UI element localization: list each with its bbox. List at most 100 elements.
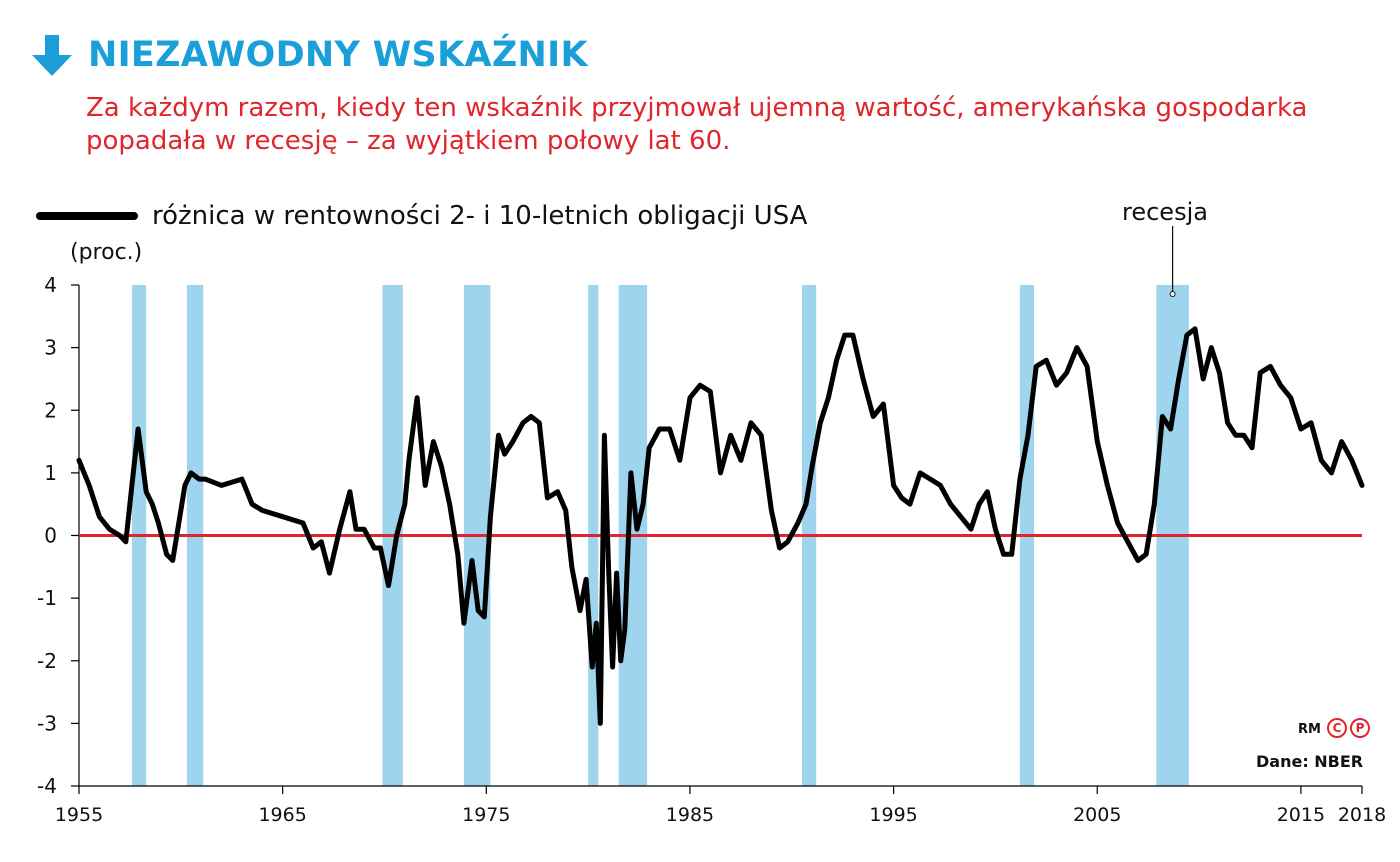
data-point xyxy=(1186,334,1188,336)
data-point xyxy=(1259,371,1261,374)
data-point xyxy=(177,522,180,524)
data-point xyxy=(171,559,174,562)
data-point xyxy=(1153,503,1156,505)
copyright-p-icon: P xyxy=(1350,718,1370,738)
data-point xyxy=(118,534,121,537)
x-tick-label-7: 2018 xyxy=(1338,804,1386,826)
data-point xyxy=(603,434,606,437)
data-point xyxy=(471,559,473,562)
data-point xyxy=(729,434,732,437)
data-point xyxy=(909,503,911,505)
data-point xyxy=(432,440,435,443)
data-point xyxy=(190,472,192,474)
data-point xyxy=(281,515,284,518)
annotations xyxy=(1169,226,1176,297)
data-point xyxy=(615,572,618,574)
data-point xyxy=(1137,559,1139,562)
data-point xyxy=(151,503,154,505)
data-point xyxy=(699,384,701,387)
data-point xyxy=(1019,478,1021,480)
title-row: NIEZAWODNY WSKAŹNIK xyxy=(28,30,588,80)
data-point xyxy=(778,547,781,549)
data-point xyxy=(456,553,459,556)
data-point xyxy=(404,503,406,505)
data-point xyxy=(591,666,593,668)
data-point xyxy=(338,528,341,531)
data-point xyxy=(108,528,111,531)
x-tick-label-3: 1985 xyxy=(666,804,714,826)
data-point xyxy=(546,497,549,499)
legend: różnica w rentowności 2- i 10-letnich ob… xyxy=(36,196,807,236)
data-point xyxy=(204,478,207,480)
data-point xyxy=(1116,522,1119,524)
data-point xyxy=(137,428,139,430)
data-point xyxy=(522,421,524,424)
data-point xyxy=(165,553,168,556)
data-point xyxy=(483,616,486,618)
data-point xyxy=(503,453,506,455)
data-point xyxy=(251,503,253,505)
data-point xyxy=(184,484,186,487)
data-point xyxy=(750,421,752,424)
data-point xyxy=(1234,434,1237,437)
y-tick-label-8: -4 xyxy=(37,774,57,798)
y-tick-label-3: 1 xyxy=(44,461,57,485)
data-point xyxy=(949,503,952,505)
data-point xyxy=(939,484,942,487)
data-point xyxy=(302,522,304,524)
data-point xyxy=(1096,440,1099,443)
data-point xyxy=(78,459,80,462)
y-tick-label-4: 0 xyxy=(44,524,57,548)
recession-annotation-label: recesja xyxy=(1122,198,1208,226)
data-point xyxy=(978,503,980,505)
data-point xyxy=(424,484,427,487)
data-point xyxy=(843,334,846,336)
data-point xyxy=(387,584,390,587)
data-point xyxy=(98,515,101,518)
data-point xyxy=(1161,415,1164,418)
data-point xyxy=(261,509,264,512)
x-tick-label-2: 1975 xyxy=(462,804,510,826)
data-point xyxy=(312,547,314,549)
data-point xyxy=(678,459,681,462)
data-point xyxy=(1330,472,1333,474)
data-point xyxy=(805,503,807,505)
page-subtitle: Za każdym razem, kiedy ten wskaźnik przy… xyxy=(86,93,1308,156)
data-point xyxy=(363,528,365,531)
data-point xyxy=(929,478,932,480)
data-point xyxy=(497,434,500,437)
axes: 4 3 2 1 0 -1 -2 -3 -4 1955 1965 1975 1985 1995 2005 201… xyxy=(37,273,1386,826)
data-point xyxy=(1320,459,1323,462)
data-point xyxy=(125,540,127,543)
data-point xyxy=(511,440,514,443)
data-point xyxy=(373,547,376,549)
data-point xyxy=(530,415,532,418)
data-point xyxy=(198,478,200,480)
data-point xyxy=(770,509,773,512)
data-point xyxy=(623,628,626,631)
data-point xyxy=(1065,371,1068,374)
data-point xyxy=(595,622,598,624)
data-point xyxy=(689,396,691,399)
data-point xyxy=(960,515,962,518)
data-point xyxy=(1086,365,1088,368)
y-tick-label-7: -3 xyxy=(37,711,57,735)
data-point xyxy=(355,528,357,531)
data-point xyxy=(872,415,875,418)
data-point xyxy=(1340,440,1343,443)
data-point xyxy=(835,359,838,361)
data-point xyxy=(668,428,671,430)
data-point xyxy=(642,503,644,505)
data-point xyxy=(241,478,243,480)
legend-swatch-series xyxy=(36,212,138,220)
x-tick-label-5: 2005 xyxy=(1073,804,1121,826)
data-point xyxy=(862,378,864,380)
y-tick-label-5: -1 xyxy=(37,586,57,610)
data-point xyxy=(1035,365,1037,368)
data-point xyxy=(416,396,418,399)
data-point xyxy=(900,497,903,499)
data-point xyxy=(1076,346,1078,349)
y-tick-label-0: 4 xyxy=(44,273,57,297)
data-point xyxy=(630,472,632,474)
data-point xyxy=(395,534,398,537)
